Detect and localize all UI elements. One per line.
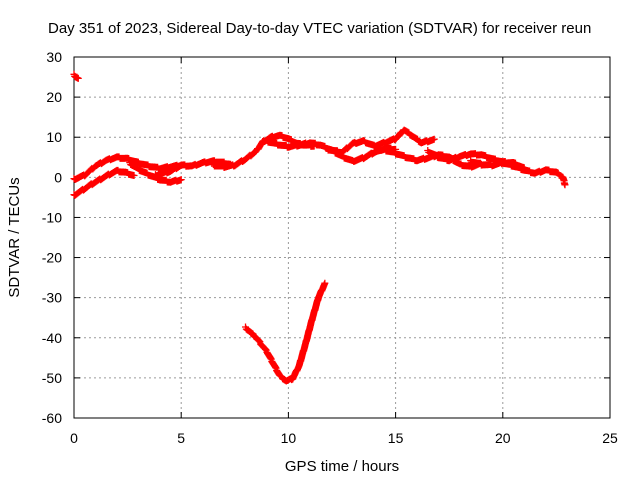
y-tick-label: -40	[42, 330, 62, 346]
series-markers	[70, 166, 138, 199]
series-arc-late2	[467, 157, 569, 189]
series-v-curve	[242, 279, 329, 385]
series-markers	[126, 159, 185, 186]
y-tick-label: -20	[42, 250, 62, 266]
x-tick-label: 15	[388, 430, 404, 446]
series-markers	[323, 126, 438, 157]
series-arc-upper-early	[70, 153, 185, 184]
x-tick-label: 10	[281, 430, 297, 446]
series-arc-lower-early	[70, 166, 138, 199]
series-arc-mid4	[323, 126, 438, 157]
grid	[74, 57, 610, 418]
y-tick-label: -60	[42, 410, 62, 426]
y-tick-label: -30	[42, 290, 62, 306]
series-markers	[70, 70, 82, 82]
series-markers	[209, 131, 318, 171]
series-arc-mid1	[151, 157, 235, 180]
y-tick-label: 30	[46, 49, 62, 65]
y-tick-label: -50	[42, 370, 62, 386]
y-tick-label: 0	[54, 169, 62, 185]
series-markers	[70, 153, 185, 184]
series-markers	[467, 157, 569, 189]
y-tick-label: -10	[42, 209, 62, 225]
series-spike	[70, 70, 82, 82]
series-markers	[242, 279, 329, 385]
y-tick-label: 20	[46, 89, 62, 105]
x-tick-label: 25	[602, 430, 618, 446]
y-tick-label: 10	[46, 129, 62, 145]
series-arc-mid2	[209, 131, 318, 171]
y-axis-label: SDTVAR / TECUs	[6, 177, 23, 297]
x-tick-label: 20	[495, 430, 511, 446]
chart-title: Day 351 of 2023, Sidereal Day-to-day VTE…	[48, 20, 591, 37]
series-arc-dip	[126, 159, 185, 186]
plot-frame	[73, 56, 611, 419]
x-tick-label: 0	[70, 430, 78, 446]
series-group	[70, 70, 569, 385]
x-axis-label: GPS time / hours	[285, 458, 399, 475]
axis-ticks: 0 5 10 15 20 25 -60 -50 -40 -30 -20 -10 0 10 20 30	[42, 49, 618, 446]
series-markers	[151, 157, 235, 180]
x-tick-label: 5	[177, 430, 185, 446]
